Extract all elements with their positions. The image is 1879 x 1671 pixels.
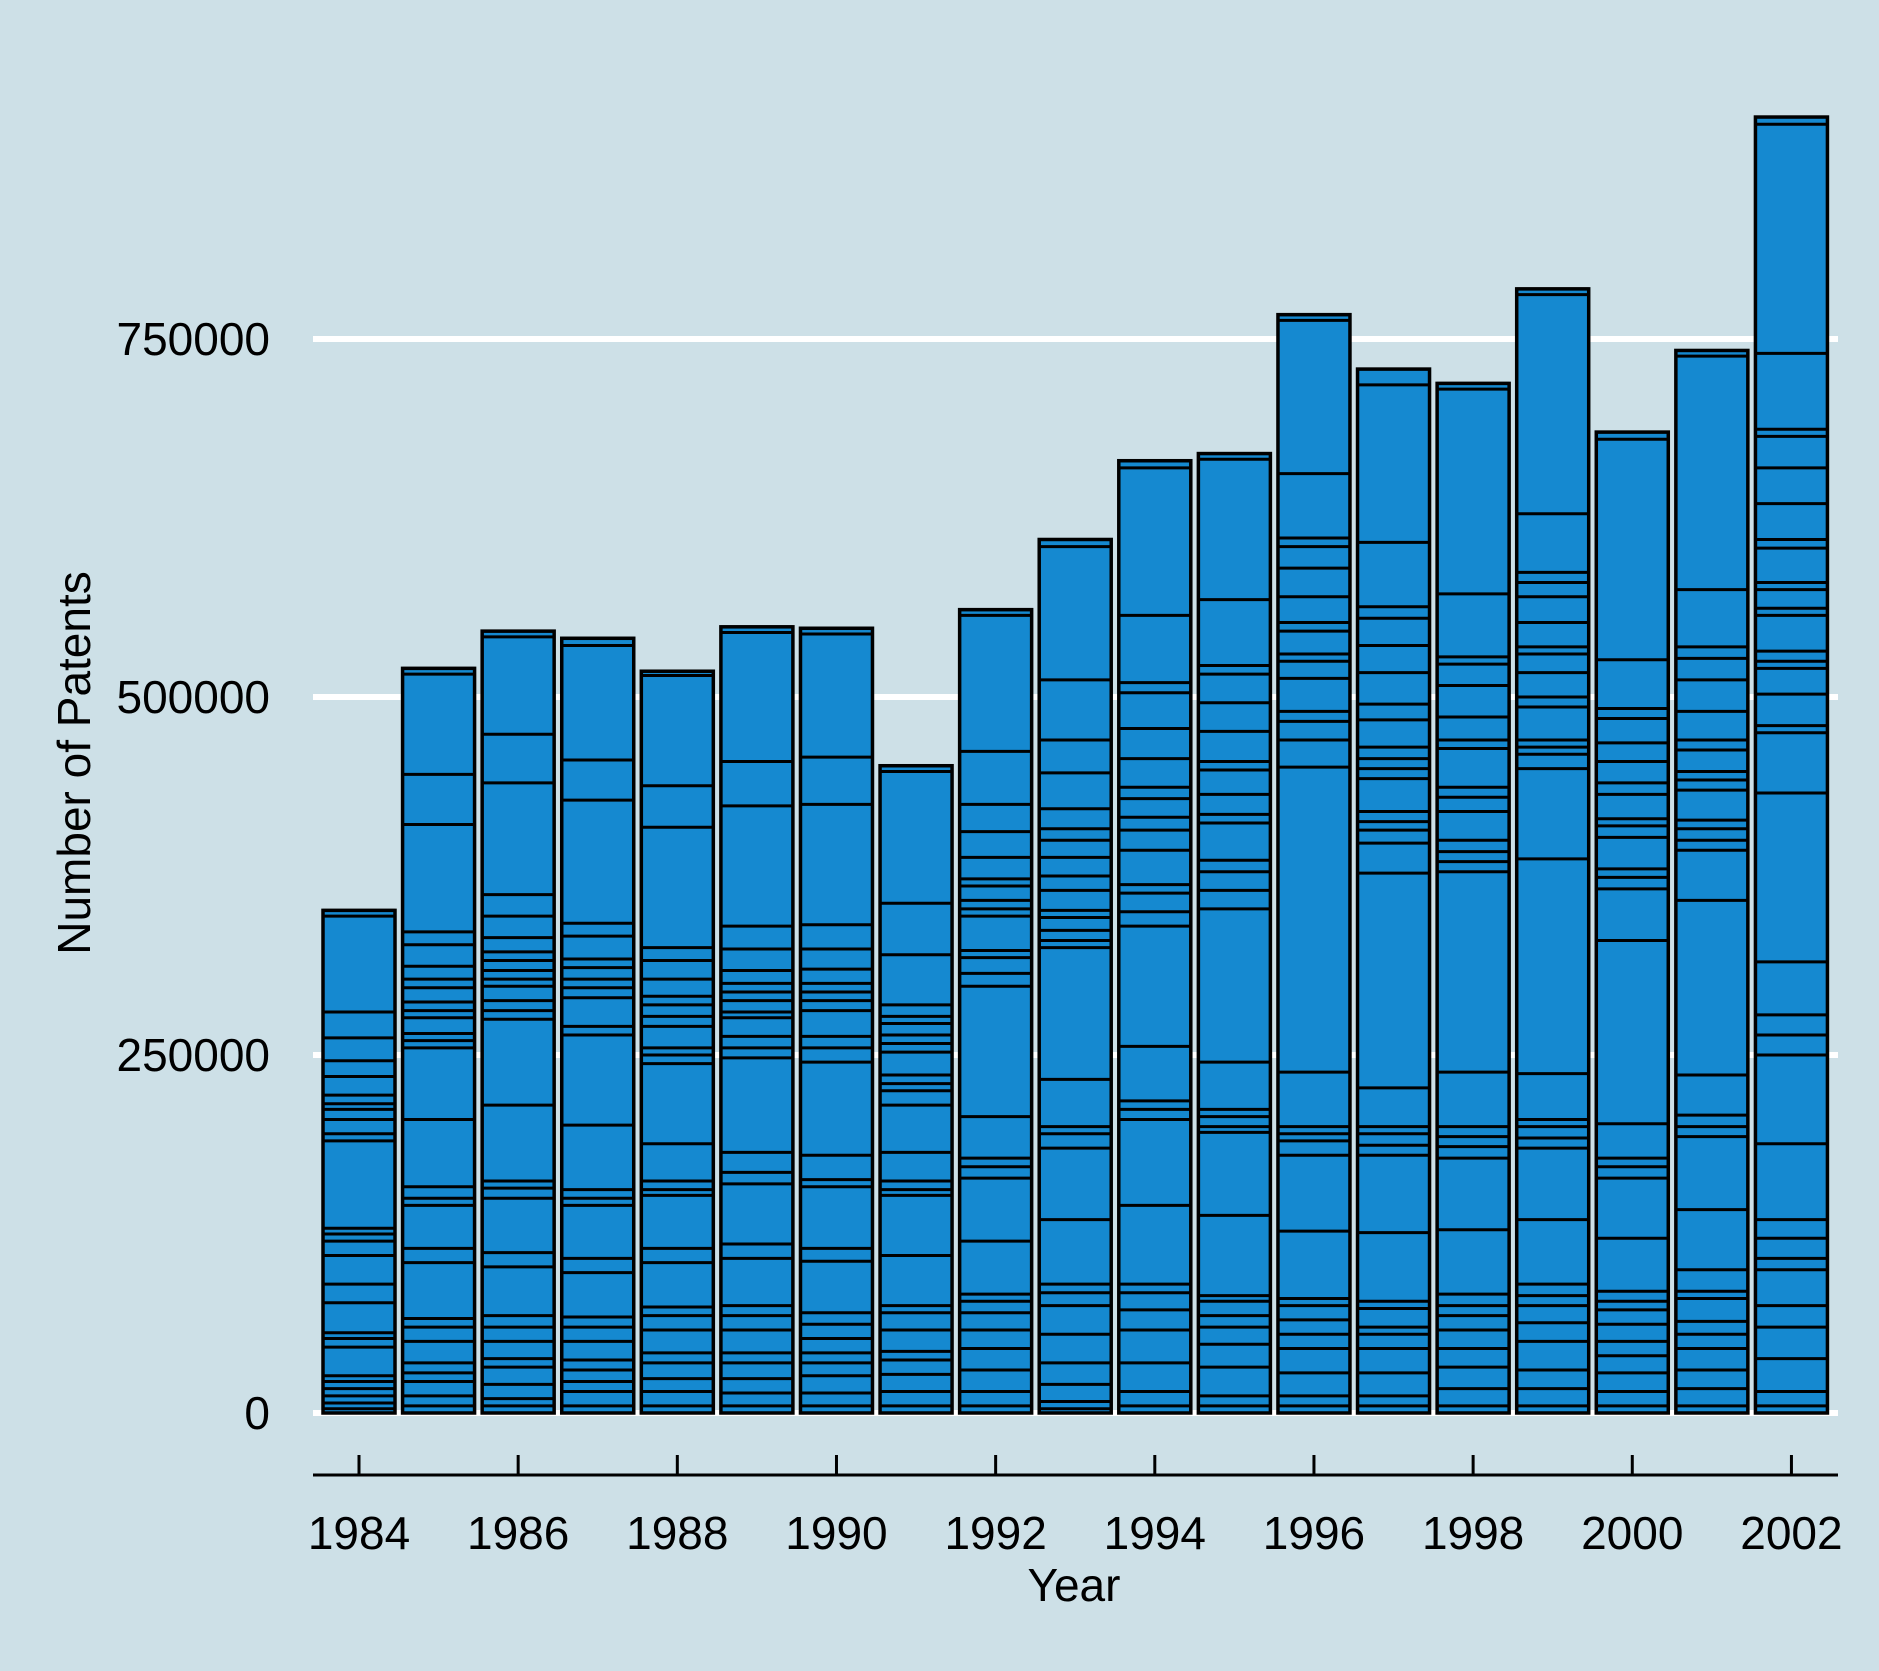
x-axis-label: Year bbox=[1028, 1559, 1121, 1611]
x-tick-label: 1992 bbox=[944, 1507, 1046, 1559]
bar-2001 bbox=[1676, 350, 1748, 1413]
bar-fill bbox=[641, 671, 713, 1413]
x-tick-label: 1994 bbox=[1104, 1507, 1206, 1559]
bar-1993 bbox=[1039, 539, 1111, 1413]
x-tick-label: 2000 bbox=[1581, 1507, 1683, 1559]
bar-fill bbox=[1119, 461, 1191, 1413]
y-axis: 0 250000 500000 750000 bbox=[117, 313, 271, 1439]
bar-1995 bbox=[1198, 454, 1270, 1413]
x-tick-label: 1986 bbox=[467, 1507, 569, 1559]
bar-fill bbox=[1596, 432, 1668, 1413]
bar-1996 bbox=[1278, 315, 1350, 1413]
bar-1989 bbox=[721, 627, 793, 1413]
y-tick-label: 0 bbox=[244, 1387, 270, 1439]
x-tick-label: 1984 bbox=[308, 1507, 410, 1559]
bar-fill bbox=[1517, 289, 1589, 1413]
bar-fill bbox=[1358, 369, 1430, 1413]
bar-fill bbox=[1278, 315, 1350, 1413]
bar-1999 bbox=[1517, 289, 1589, 1413]
bar-fill bbox=[1437, 383, 1509, 1413]
x-tick-label: 1998 bbox=[1422, 1507, 1524, 1559]
bar-1990 bbox=[800, 628, 872, 1413]
y-axis-label: Number of Patents bbox=[48, 571, 100, 955]
y-tick-label: 250000 bbox=[117, 1029, 271, 1081]
x-tick-label: 1988 bbox=[626, 1507, 728, 1559]
bar-fill bbox=[1039, 539, 1111, 1413]
bar-2000 bbox=[1596, 432, 1668, 1413]
bar-fill bbox=[800, 628, 872, 1413]
bar-1984 bbox=[323, 910, 395, 1413]
bar-fill bbox=[960, 610, 1032, 1413]
bar-1994 bbox=[1119, 461, 1191, 1413]
bar-1988 bbox=[641, 671, 713, 1413]
y-tick-label: 750000 bbox=[117, 313, 271, 365]
bar-1987 bbox=[562, 638, 634, 1413]
bar-1991 bbox=[880, 766, 952, 1413]
bar-1986 bbox=[482, 631, 554, 1413]
bar-2002 bbox=[1755, 117, 1827, 1413]
x-tick-label: 1990 bbox=[785, 1507, 887, 1559]
bar-1997 bbox=[1358, 369, 1430, 1413]
bar-fill bbox=[721, 627, 793, 1413]
bar-fill bbox=[1198, 454, 1270, 1413]
bar-fill bbox=[482, 631, 554, 1413]
x-tick-label: 2002 bbox=[1740, 1507, 1842, 1559]
bar-1998 bbox=[1437, 383, 1509, 1413]
y-tick-label: 500000 bbox=[117, 671, 271, 723]
bar-fill bbox=[1676, 350, 1748, 1413]
bars bbox=[323, 117, 1827, 1413]
bar-1992 bbox=[960, 610, 1032, 1413]
x-tick-label: 1996 bbox=[1263, 1507, 1365, 1559]
x-axis: 1984 1986 1988 1990 1992 1994 1996 1998 2000 2002 bbox=[308, 1455, 1843, 1559]
bar-1985 bbox=[403, 668, 475, 1413]
